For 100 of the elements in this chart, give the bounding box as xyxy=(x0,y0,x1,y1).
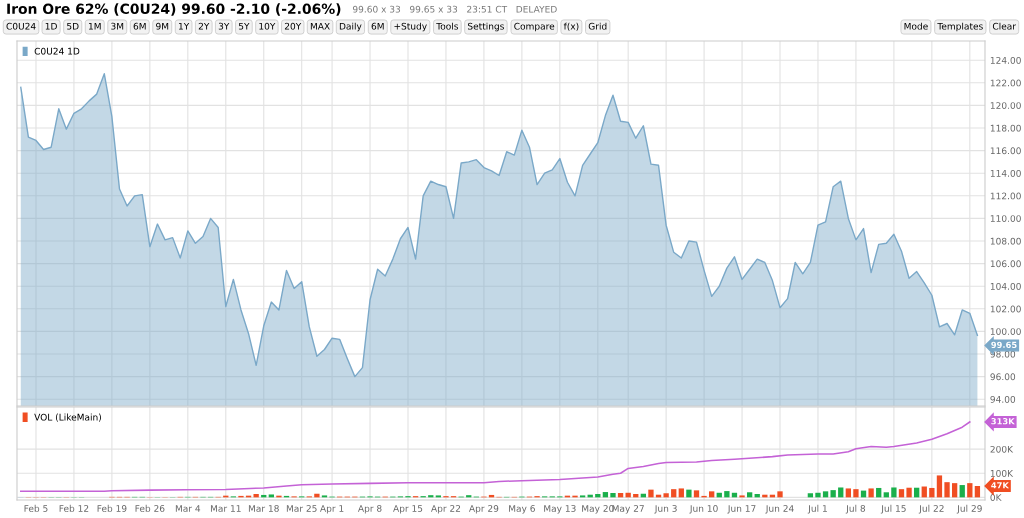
y-tick-label: 124.00 xyxy=(990,56,1021,64)
y-tick-label: 116.00 xyxy=(990,147,1021,155)
bar xyxy=(268,494,274,498)
y-tick-label: 112.00 xyxy=(990,192,1021,200)
bar xyxy=(746,492,753,498)
bar xyxy=(967,483,973,498)
category-label: Mar 18 xyxy=(248,505,279,512)
text: Settings xyxy=(467,22,504,32)
bar xyxy=(868,488,874,498)
chart-subtitle: 99.60 x 33 99.65 x 33 23:51 CT DELAYED xyxy=(352,5,557,13)
text: 5Y xyxy=(238,22,250,30)
text: 47K xyxy=(991,482,1010,489)
bar xyxy=(663,493,669,498)
text: 9M xyxy=(156,22,169,30)
text: 2Y xyxy=(198,22,210,30)
y-tick-label: 118.00 xyxy=(990,124,1021,132)
legend-label: C0U24 1D xyxy=(34,47,80,55)
text: Grid xyxy=(588,22,607,30)
text: 6M xyxy=(133,22,146,30)
category-label: Jun 10 xyxy=(689,505,718,514)
category-label: May 20 xyxy=(582,505,614,514)
bar xyxy=(959,485,965,498)
y-tick-label: 122.00 xyxy=(990,79,1021,87)
text: 20Y xyxy=(284,22,302,30)
legend-label: VOL (LikeMain) xyxy=(34,413,101,422)
y-tick-label: 120.00 xyxy=(990,102,1021,109)
bar xyxy=(648,489,654,498)
text: 10Y xyxy=(259,22,276,30)
bar xyxy=(974,486,981,498)
category-label: Jul 8 xyxy=(845,504,866,514)
category-label: May 6 xyxy=(509,505,535,514)
category-label: Feb 19 xyxy=(97,504,127,512)
bar xyxy=(777,491,783,498)
text: Mode xyxy=(904,22,928,30)
category-label: Jun 3 xyxy=(654,505,677,514)
bar xyxy=(693,490,700,498)
text: +Study xyxy=(394,22,427,32)
bar xyxy=(876,487,882,498)
category-label: Feb 5 xyxy=(24,504,48,512)
bar xyxy=(678,488,684,498)
category-label: Apr 29 xyxy=(469,505,499,514)
y-tick-label: 100.00 xyxy=(990,328,1021,335)
y-tick-label: 114.00 xyxy=(990,169,1021,177)
text: C0U24 xyxy=(6,22,36,30)
bar xyxy=(845,488,851,498)
bar xyxy=(906,487,912,498)
y-tick-label: 200K xyxy=(990,445,1014,453)
bar xyxy=(253,493,259,498)
category-label: Apr 15 xyxy=(393,505,423,514)
text: f(x) xyxy=(563,22,579,31)
y-tick-label: 106.00 xyxy=(990,260,1021,268)
text: Tools xyxy=(436,22,459,30)
category-label: Feb 12 xyxy=(59,504,89,512)
bar xyxy=(610,493,616,498)
category-label: Jul 15 xyxy=(880,504,906,514)
y-tick-label: 100K xyxy=(990,469,1014,477)
text: 99.65 xyxy=(991,341,1017,348)
y-tick-label: 110.00 xyxy=(990,215,1021,222)
text: 1D xyxy=(45,22,57,30)
text: Compare xyxy=(514,22,555,32)
category-label: May 27 xyxy=(612,505,644,514)
category-label: Jul 22 xyxy=(918,504,944,514)
bar xyxy=(314,493,320,498)
bar xyxy=(838,487,844,498)
chart-title: Iron Ore 62% (C0U24) 99.60 -2.10 (-2.06%) xyxy=(7,3,341,16)
y-tick-label: 0K xyxy=(990,494,1002,501)
bar xyxy=(929,487,935,498)
bar xyxy=(822,491,829,498)
bar xyxy=(853,489,859,498)
category-label: Apr 8 xyxy=(357,505,382,514)
y-tick-label: 94.00 xyxy=(990,395,1016,403)
bar xyxy=(686,489,692,498)
category-label: Mar 4 xyxy=(175,505,201,512)
bar xyxy=(891,487,897,498)
category-label: May 13 xyxy=(544,505,576,514)
text: 6M xyxy=(371,22,384,30)
y-tick-label: 104.00 xyxy=(990,282,1021,290)
bar xyxy=(830,490,836,498)
category-label: Jul 1 xyxy=(807,504,827,514)
category-label: Apr 22 xyxy=(431,505,461,514)
y-tick-label: 96.00 xyxy=(990,373,1016,381)
bar xyxy=(951,483,958,498)
y-tick-label: 98.00 xyxy=(990,350,1016,358)
text: 3M xyxy=(111,22,124,30)
text: 5D xyxy=(67,22,79,30)
text: 3Y xyxy=(218,22,230,30)
category-label: Feb 26 xyxy=(135,504,165,512)
text: 1M xyxy=(88,22,101,30)
bar xyxy=(671,489,677,498)
text: 313K xyxy=(991,418,1015,425)
text: MAX xyxy=(310,22,330,30)
text: 1Y xyxy=(178,22,190,30)
line-series xyxy=(20,421,971,493)
bar xyxy=(898,489,905,498)
text: Clear xyxy=(992,22,1016,30)
category-label: Apr 1 xyxy=(320,505,344,514)
y-tick-label: 108.00 xyxy=(990,237,1021,245)
bar xyxy=(724,491,730,498)
category-label: Mar 11 xyxy=(210,505,241,512)
bar xyxy=(807,493,814,498)
